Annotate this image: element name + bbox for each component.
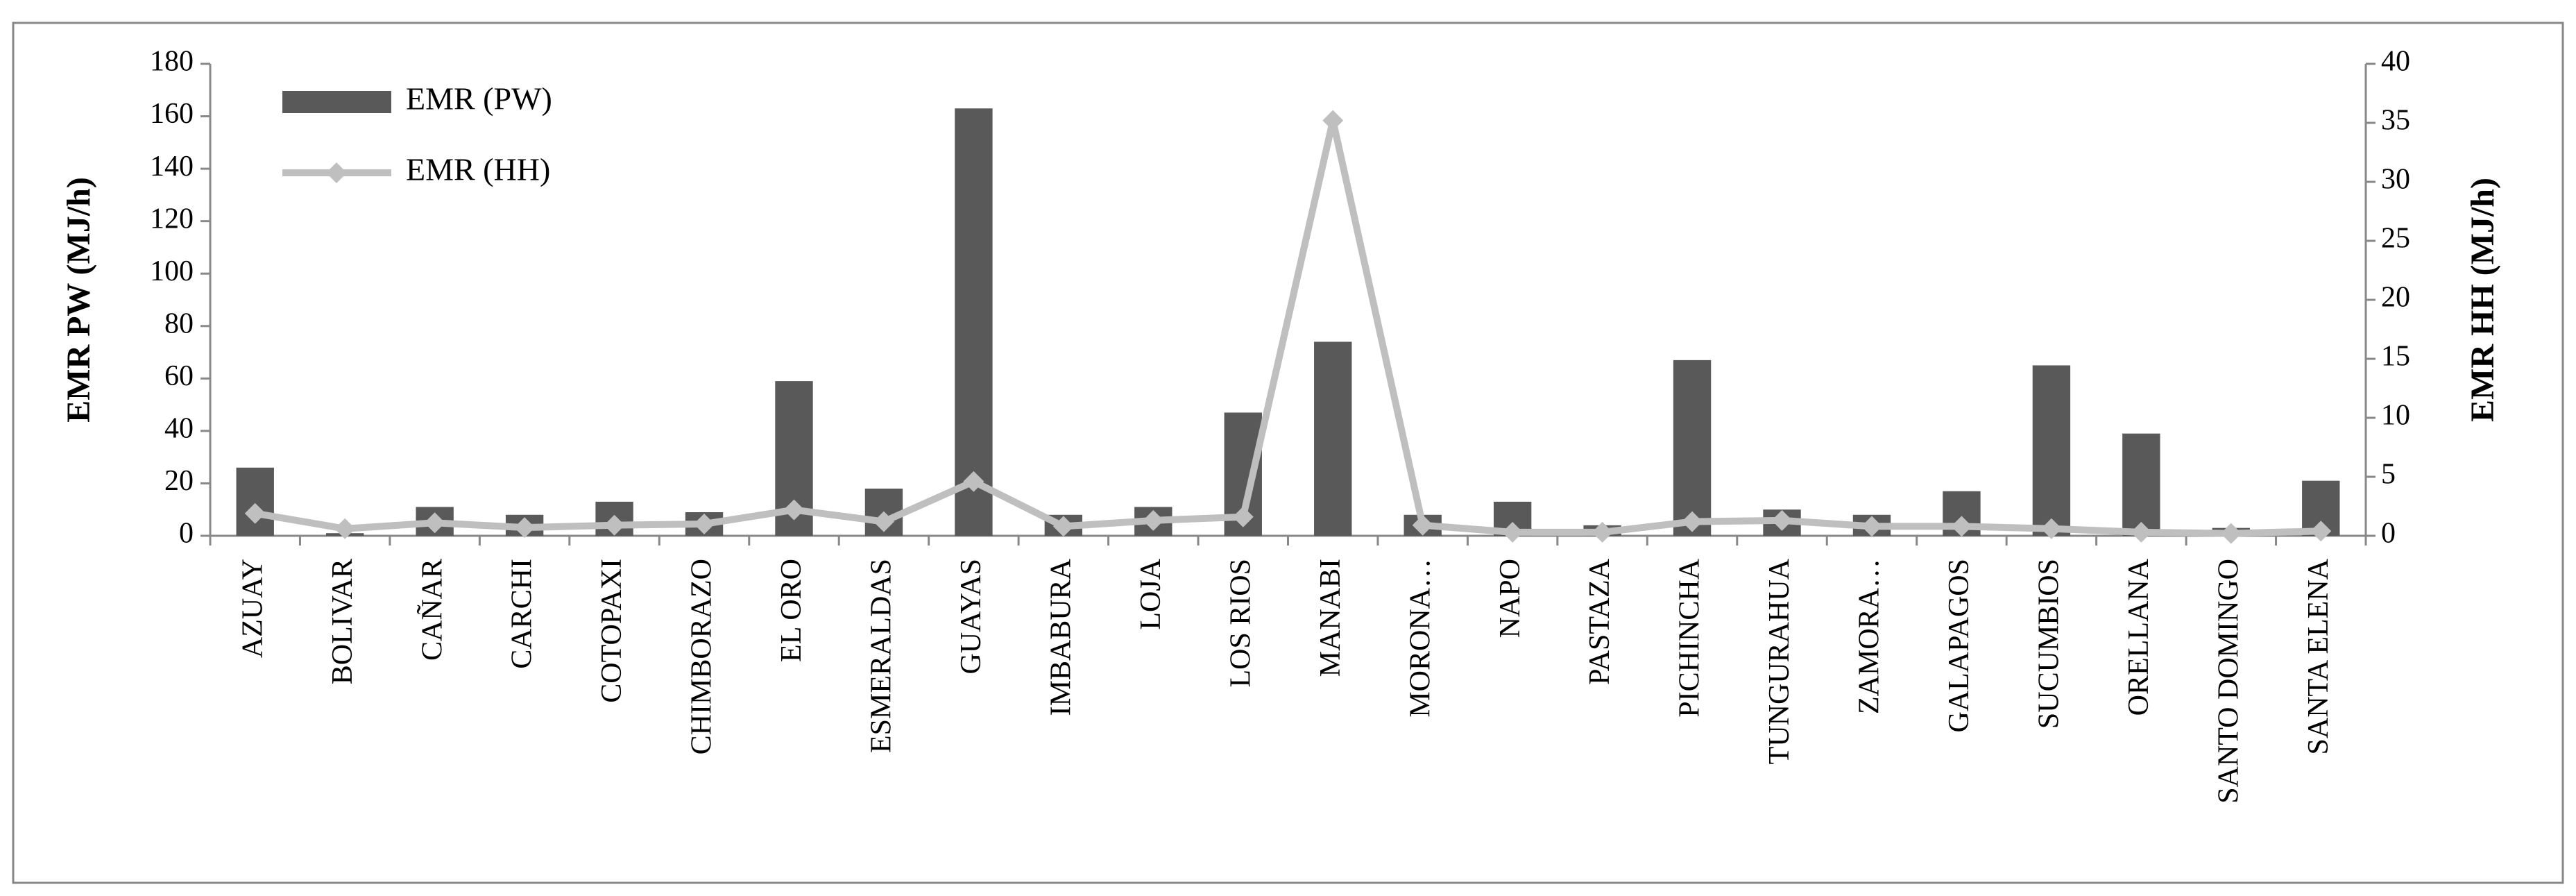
bar [236,467,274,536]
y-tick-label: 40 [164,413,194,445]
x-tick-label: CAÑAR [416,559,448,661]
y-tick-label: 60 [164,360,194,392]
marker [1682,511,1703,532]
bar [2032,365,2071,536]
y2-tick-label: 10 [2381,400,2410,432]
chart-border [12,22,2564,884]
marker [873,511,894,532]
x-tick-label: MANABI [1315,559,1347,677]
x-tick-label: LOJA [1135,558,1167,629]
y-tick-label: 20 [164,465,194,497]
x-tick-label: PASTAZA [1584,558,1616,684]
y2-tick-label: 40 [2381,46,2410,78]
x-tick-label: ESMERALDAS [866,559,898,753]
x-tick-label: SUCUMBIOS [2033,559,2065,729]
x-tick-label: LOS RIOS [1225,559,1256,688]
x-tick-label: MORONA… [1404,559,1436,718]
marker [694,514,715,534]
x-tick-label: EL ORO [776,559,808,662]
legend-swatch [282,91,391,113]
marker [2131,521,2152,543]
marker [1951,516,1972,537]
x-tick-label: AZUAY [237,559,268,658]
line [254,117,2321,537]
marker [1771,509,1793,531]
marker [1502,521,1524,543]
x-tick-label: TUNGURAHUA [1764,558,1795,764]
legend-marker [326,162,347,183]
y2-tick-label: 30 [2381,164,2410,196]
y-tick-label: 100 [150,255,194,287]
marker [1232,506,1254,527]
y-tick-label: 0 [179,518,194,550]
y2-tick-label: 20 [2381,282,2410,314]
y-tick-label: 80 [164,307,194,339]
x-tick-label: PICHINCHA [1674,558,1706,717]
bar [1314,341,1352,536]
marker [1592,521,1613,543]
y2-tick-label: 0 [2381,518,2396,550]
marker [2040,518,2062,539]
x-tick-label: CHIMBORAZO [686,559,718,754]
x-tick-label: SANTO DOMINGO [2212,559,2244,804]
y2-tick-label: 25 [2381,223,2410,255]
marker [2310,521,2332,542]
legend-label: EMR (HH) [406,152,550,187]
x-tick-label: BOLIVAR [327,559,359,684]
y-tick-label: 120 [150,203,194,235]
marker [1861,516,1882,537]
marker [1322,110,1344,131]
y-tick-label: 140 [150,151,194,183]
marker [1052,516,1074,537]
x-tick-label: GUAYAS [955,559,987,675]
y-tick-label: 180 [150,46,194,78]
bar [1673,360,1712,536]
y2-tick-label: 5 [2381,459,2396,491]
bar [2122,433,2160,536]
x-tick-label: CARCHI [506,559,538,669]
marker [1143,509,1164,531]
x-tick-label: NAPO [1494,559,1526,638]
y2-tick-label: 15 [2381,341,2410,373]
marker [604,514,625,536]
x-tick-label: GALAPAGOS [1943,559,1975,733]
marker [334,518,356,539]
x-tick-label: SANTA ELENA [2303,558,2335,754]
marker [963,471,984,492]
y2-axis-title: EMR HH (MJ/h) [2464,178,2501,422]
y2-tick-label: 35 [2381,105,2410,137]
x-tick-label: COTOPAXI [596,559,628,703]
x-tick-label: ORELLANA [2123,558,2155,716]
legend-label: EMR (PW) [406,81,552,117]
y-tick-label: 160 [150,98,194,130]
bar [955,108,993,536]
marker [1412,514,1433,536]
x-tick-label: ZAMORA… [1854,559,1886,714]
marker [783,499,805,521]
marker [514,517,536,539]
marker [424,512,445,534]
y-axis-title: EMR PW (MJ/h) [60,177,97,423]
x-tick-label: IMBABURA [1045,558,1077,716]
marker [2220,523,2242,544]
marker [244,502,266,524]
